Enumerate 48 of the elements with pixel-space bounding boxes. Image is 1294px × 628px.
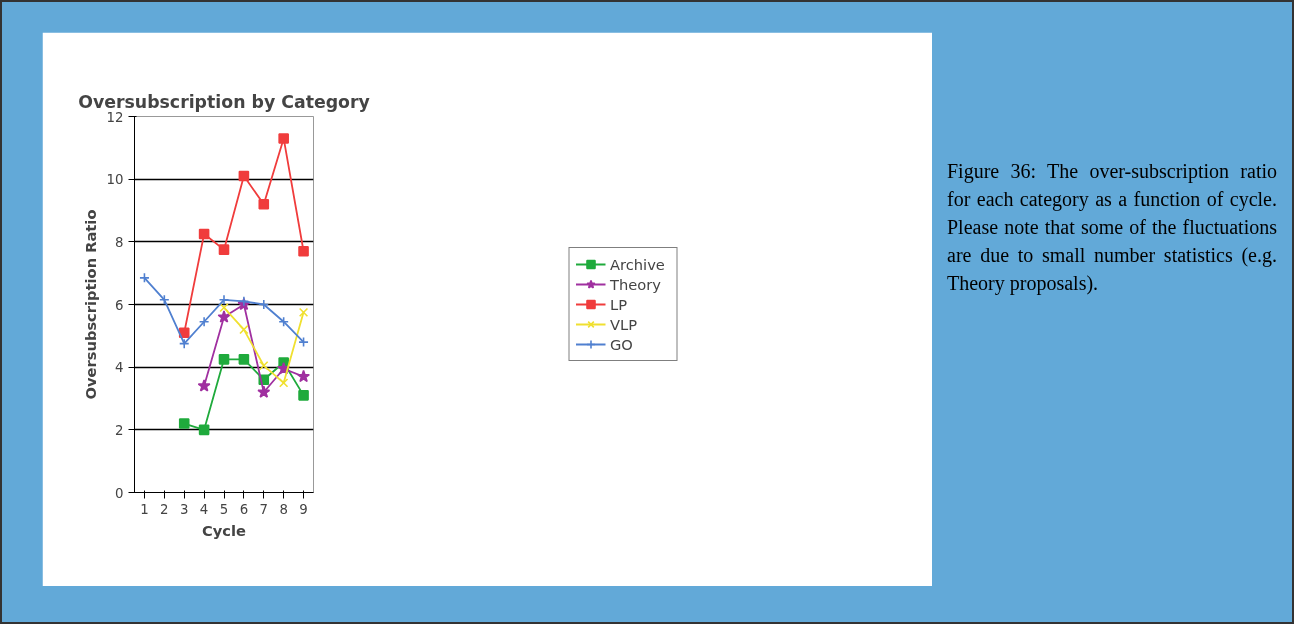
point: [197, 379, 211, 392]
legend-label: Archive: [610, 255, 666, 273]
x-tick-label: 5: [219, 501, 229, 517]
point: [258, 198, 270, 210]
x-tick-label: 4: [199, 501, 209, 517]
point: [178, 418, 190, 429]
point: [218, 294, 230, 306]
point: [239, 324, 249, 335]
x-tick-label: 1: [140, 501, 149, 517]
x-tick-label: 9: [299, 501, 308, 517]
point: [218, 244, 230, 255]
legend-label: GO: [610, 335, 634, 353]
y-tick-label: 12: [106, 109, 124, 125]
point: [219, 302, 229, 313]
y-tick-label: 10: [106, 172, 124, 188]
y-tick-label: 6: [115, 297, 124, 313]
point: [178, 327, 190, 338]
point: [259, 360, 269, 371]
x-tick-label: 7: [259, 501, 269, 517]
y-tick-label: 4: [115, 360, 124, 376]
point: [257, 385, 271, 398]
legend-label: Theory: [610, 275, 662, 293]
point: [298, 307, 309, 318]
x-axis-title: Cycle: [202, 521, 247, 539]
y-axis-title: Oversubscription Ratio: [81, 209, 99, 400]
point: [238, 170, 250, 182]
legend-label: VLP: [610, 315, 639, 333]
point: [238, 354, 250, 365]
point: [217, 310, 231, 323]
point: [298, 390, 309, 401]
y-tick-label: 8: [115, 234, 124, 250]
point: [198, 424, 210, 436]
caption: Figure 36: The over-subscription ratio for each category as a function of cycle. Please note that some of the fluctuations are due to small number statistics (e.g. Theory proposals).: [947, 159, 1277, 297]
point: [278, 378, 289, 388]
point: [298, 245, 309, 257]
point: [278, 133, 289, 144]
point: [297, 369, 311, 383]
point: [218, 354, 230, 365]
y-tick-label: 0: [115, 485, 124, 501]
x-tick-label: 6: [239, 501, 249, 517]
x-tick-label: 2: [160, 501, 169, 517]
legend-label: LP: [610, 295, 628, 313]
chart-title: Oversubscription by Category: [78, 91, 370, 112]
y-tick-label: 2: [115, 422, 124, 438]
x-tick-label: 8: [279, 501, 288, 517]
point: [198, 316, 210, 328]
point: [198, 228, 210, 240]
x-tick-label: 3: [179, 501, 189, 517]
